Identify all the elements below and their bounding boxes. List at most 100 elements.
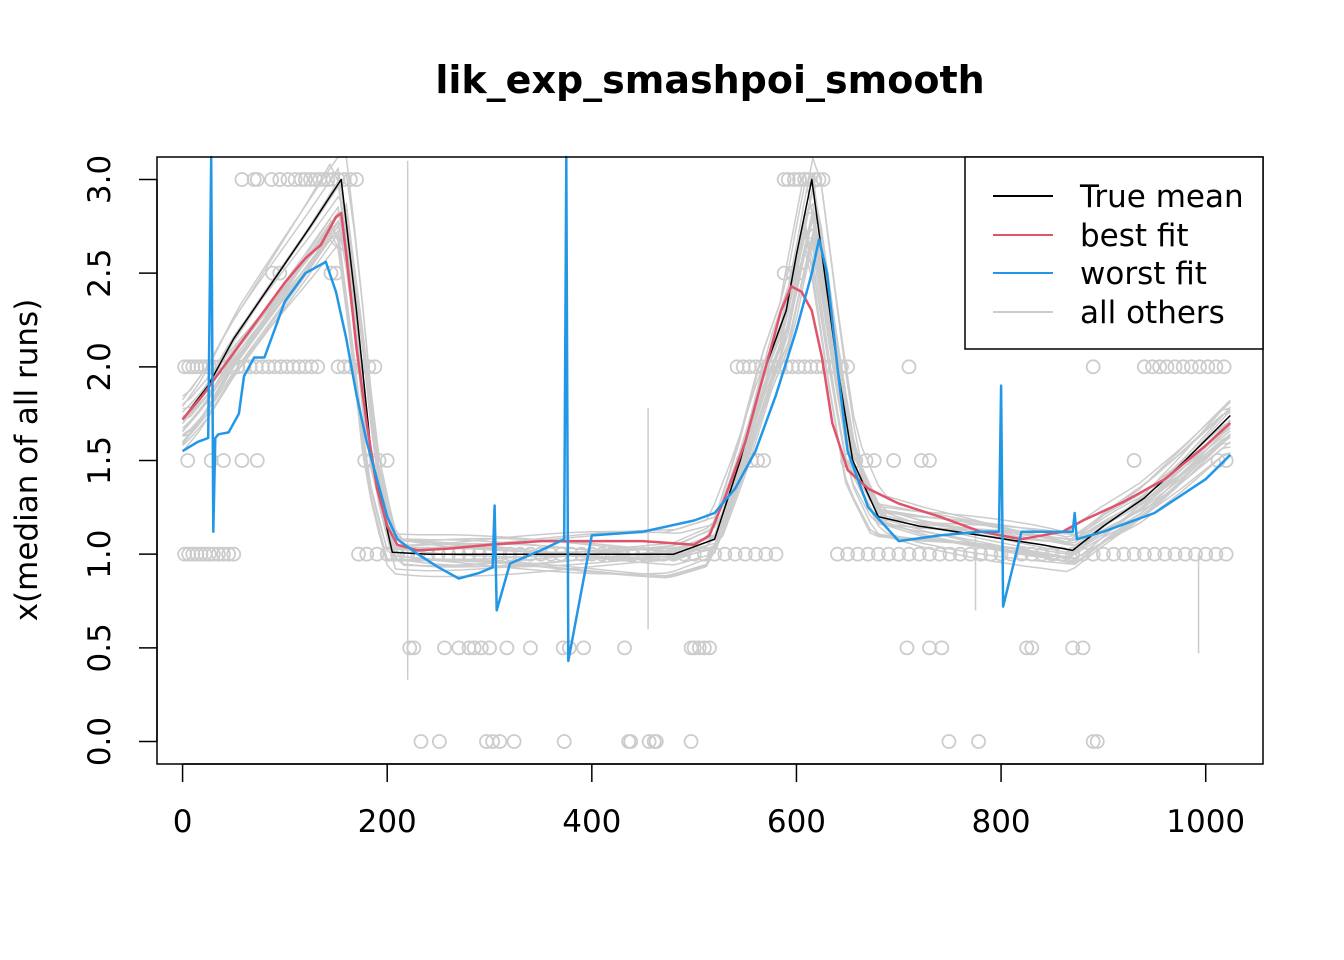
worst-fit-line xyxy=(181,155,1232,663)
observed-point xyxy=(576,640,592,656)
observed-point xyxy=(952,546,968,562)
observed-point xyxy=(272,265,288,281)
observed-point xyxy=(901,546,917,562)
y-tick-label: 3.0 xyxy=(82,155,118,204)
observed-point xyxy=(249,453,265,468)
observed-point xyxy=(983,546,999,562)
y-tick-label: 0.5 xyxy=(82,623,118,672)
observed-point xyxy=(249,172,265,187)
observed-point xyxy=(840,546,856,562)
observed-point xyxy=(342,172,358,187)
observed-point xyxy=(1200,359,1216,375)
legend-label-best-fit: best fit xyxy=(1080,218,1189,254)
observed-point xyxy=(180,453,196,468)
y-tick-label: 2.0 xyxy=(82,342,118,391)
chart-title: lik_exp_smashpoi_smooth xyxy=(435,58,984,102)
observed-point xyxy=(971,734,986,749)
observed-point xyxy=(768,546,784,562)
x-tick-label: 600 xyxy=(767,804,826,840)
observed-point xyxy=(1157,546,1173,562)
observed-point xyxy=(226,546,242,562)
other-run-line xyxy=(182,155,1231,553)
plot-area xyxy=(177,155,1234,749)
observed-point xyxy=(683,734,699,749)
observed-point xyxy=(815,172,831,187)
observed-point xyxy=(1208,359,1224,375)
observed-point xyxy=(216,546,231,562)
observed-point xyxy=(691,640,707,656)
true-mean-line xyxy=(182,178,1231,555)
observed-point xyxy=(962,546,978,562)
observed-point xyxy=(941,734,957,749)
observed-point xyxy=(1089,734,1105,749)
observed-point xyxy=(702,640,717,656)
observed-point xyxy=(829,546,845,562)
x-tick-label: 800 xyxy=(971,804,1030,840)
observed-point xyxy=(316,172,332,187)
y-tick-label: 1.5 xyxy=(82,436,118,485)
observed-point xyxy=(1024,640,1040,656)
observed-point xyxy=(1192,359,1207,375)
y-axis: 0.0 0.5 1.0 1.5 2.0 2.5 3.0 xyxy=(82,155,158,766)
observed-point xyxy=(840,359,856,375)
observed-point xyxy=(473,640,489,656)
observed-point xyxy=(466,640,482,656)
observed-point xyxy=(499,640,515,656)
y-tick-label: 1.0 xyxy=(82,530,118,579)
observed-point xyxy=(913,453,929,468)
observed-point xyxy=(349,172,364,187)
observed-point xyxy=(899,640,915,656)
observed-point xyxy=(482,640,497,656)
y-tick-label: 2.5 xyxy=(82,248,118,297)
observed-point xyxy=(431,734,447,749)
observed-point xyxy=(717,546,733,562)
series-layer xyxy=(181,155,1232,663)
observed-point xyxy=(234,453,250,468)
observed-point xyxy=(686,546,702,562)
observed-point xyxy=(1085,359,1101,375)
observed-point xyxy=(1188,546,1203,562)
observed-point xyxy=(390,546,405,562)
observed-point xyxy=(1198,546,1214,562)
observed-point xyxy=(1216,359,1232,375)
observed-point xyxy=(922,453,937,468)
observed-point xyxy=(756,453,772,468)
observed-point xyxy=(792,172,807,187)
observed-point xyxy=(911,546,927,562)
observed-point xyxy=(402,640,418,656)
observed-point xyxy=(1019,640,1035,656)
observed-point xyxy=(1095,546,1111,562)
observed-point xyxy=(834,359,849,375)
observed-point xyxy=(367,359,383,375)
observed-point xyxy=(272,172,288,187)
observed-point xyxy=(379,453,395,468)
observed-point xyxy=(492,734,508,749)
observed-point xyxy=(210,546,226,562)
observed-point xyxy=(1034,546,1050,562)
observed-point xyxy=(727,546,743,562)
legend: True mean best fit worst fit all others xyxy=(964,156,1264,350)
observed-point xyxy=(1024,546,1040,562)
observed-point xyxy=(850,546,866,562)
observed-point xyxy=(1055,546,1070,562)
observed-point xyxy=(801,172,817,187)
observed-point xyxy=(696,640,712,656)
observed-point xyxy=(506,734,522,749)
observed-point xyxy=(1175,359,1191,375)
observed-point xyxy=(1116,546,1132,562)
observed-point xyxy=(556,734,572,749)
observed-point xyxy=(791,265,806,281)
observed-point xyxy=(696,546,712,562)
observed-point xyxy=(1085,546,1101,562)
other-run-line xyxy=(182,179,1231,558)
observed-point xyxy=(776,172,792,187)
observed-point xyxy=(1145,359,1160,375)
observed-point xyxy=(886,453,902,468)
observed-point xyxy=(1003,546,1019,562)
observed-point xyxy=(379,546,395,562)
legend-label-worst-fit: worst fit xyxy=(1080,256,1207,292)
observed-point xyxy=(216,453,231,468)
observed-point xyxy=(1136,359,1152,375)
observed-point xyxy=(866,453,882,468)
observed-point xyxy=(1085,734,1101,749)
